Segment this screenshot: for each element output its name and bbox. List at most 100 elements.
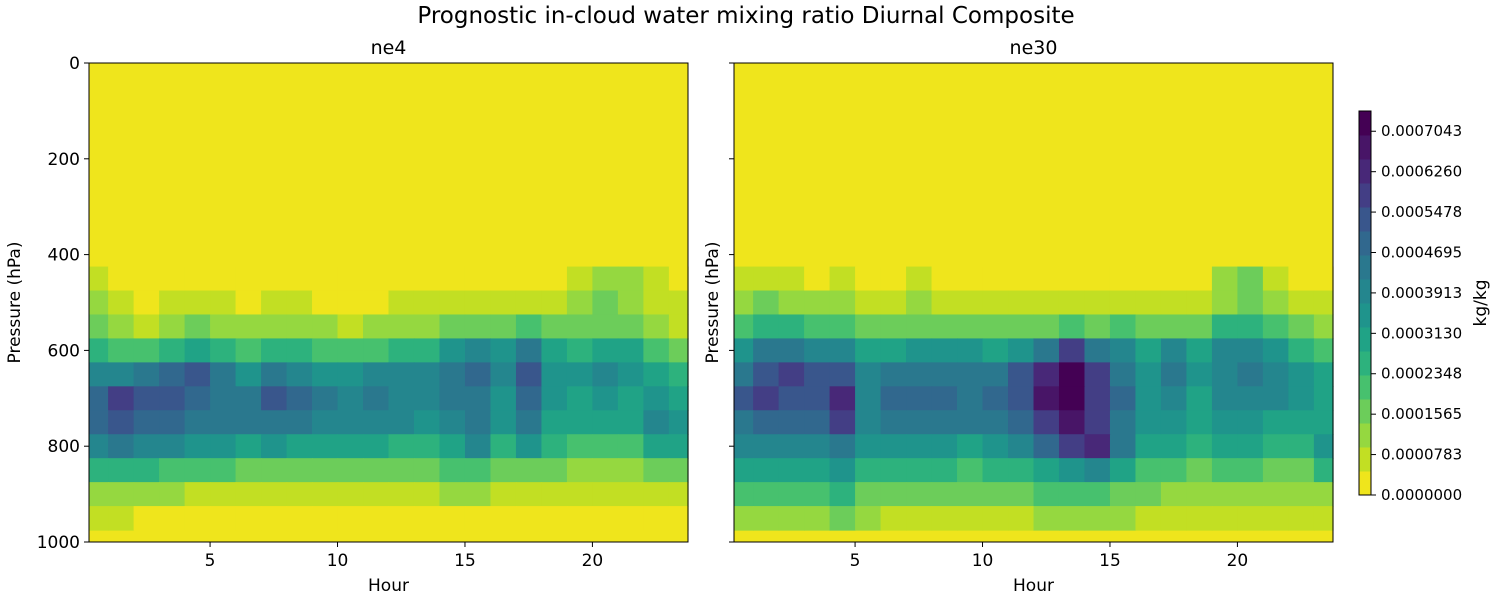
heatmap-cell [1160,410,1188,435]
heatmap-cell [1033,386,1060,411]
heatmap-cell [592,434,619,459]
heatmap-cell [931,338,958,363]
heatmap-cell [566,362,594,387]
y-tick-label: 1000 [37,533,80,553]
heatmap-cell [880,506,907,531]
heatmap-cell [1237,290,1264,316]
heatmap-cell [1084,482,1111,507]
heatmap-cell [108,362,135,387]
heatmap-cell [210,410,237,435]
heatmap-cell [1058,434,1086,459]
heatmap-cell [1262,386,1289,411]
x-tick-label: 20 [1227,551,1249,571]
heatmap-cell [566,482,594,507]
heatmap-cell [413,506,441,531]
heatmap-cell [668,314,689,340]
heatmap-cell [1109,266,1137,292]
x-tick-label: 10 [327,551,349,571]
heatmap-cell [337,266,364,292]
heatmap-cell [1288,434,1315,459]
heatmap-cell [210,266,237,292]
heatmap-cell [982,314,1009,340]
heatmap-cell [829,338,856,363]
heatmap-cell [515,338,543,363]
colorbar-level [1359,135,1371,160]
heatmap-cell [668,290,689,316]
heatmap-cell [617,362,644,387]
heatmap-cell [312,266,339,292]
heatmap-cell [1033,458,1060,483]
heatmap-cell [617,458,644,483]
heatmap-cell [1288,362,1315,387]
heatmap-cell [734,290,754,316]
heatmap-cell [261,338,288,363]
heatmap-cell [1160,362,1188,387]
heatmap-cell [643,290,670,316]
heatmap-cell [617,314,644,340]
heatmap-cell [159,434,186,459]
colorbar-level [1359,279,1371,304]
heatmap-cell [490,314,517,340]
heatmap-cell [388,338,415,363]
y-tick-label: 400 [48,246,80,266]
heatmap-cell [1135,362,1162,387]
heatmap-cell [1109,482,1137,507]
heatmap-cell [982,362,1009,387]
heatmap-cell [1186,386,1213,411]
heatmap-cell [931,410,958,435]
y-axis-label: Pressure (hPa) [703,242,723,364]
heatmap-cell [855,266,882,292]
heatmap-cell [108,338,135,363]
heatmap-cell [982,386,1009,411]
heatmap-cell [89,506,109,531]
colorbar-level [1359,423,1371,448]
heatmap-cell [880,482,907,507]
heatmap-cell [566,290,594,316]
heatmap-cell [668,338,689,363]
heatmap-cell [235,338,262,363]
y-tick-label: 800 [48,437,80,457]
heatmap-cell [778,314,805,340]
heatmap-cell [1135,410,1162,435]
heatmap-cell [363,482,390,507]
heatmap-cell [957,362,984,387]
heatmap-cell [286,362,313,387]
heatmap-cell [1160,386,1188,411]
x-tick-label: 15 [454,551,476,571]
heatmap-cell [133,338,160,363]
heatmap-cell [1008,338,1035,363]
heatmap-cell [363,362,390,387]
heatmap-cell [1058,290,1086,316]
heatmap-cell [1109,434,1137,459]
heatmap-cell [1008,362,1035,387]
heatmap-cell [1160,266,1188,292]
heatmap-cell [855,386,882,411]
heatmap-cell [210,338,237,363]
heatmap-cell [1008,266,1035,292]
heatmap-cell [1160,506,1188,531]
heatmap-cell [286,434,313,459]
heatmap-cell [388,458,415,483]
heatmap-cell [515,362,543,387]
heatmap-cell [668,506,689,531]
heatmap-cell [261,506,288,531]
heatmap-cell [541,506,568,531]
heatmap-cell [312,434,339,459]
heatmap-cell [778,410,805,435]
heatmap-cell [957,314,984,340]
heatmap-cell [210,314,237,340]
heatmap-cell [1211,458,1239,483]
heatmap-cell [286,482,313,507]
heatmap-cell [566,434,594,459]
heatmap-cell [89,434,109,459]
heatmap-cell [388,314,415,340]
heatmap-cell [592,338,619,363]
heatmap-cell [1237,362,1264,387]
heatmap-cell [159,290,186,316]
heatmap-cell [439,266,466,292]
heatmap-cell [108,434,135,459]
heatmap-cell [734,434,754,459]
heatmap-cell [312,482,339,507]
heatmap-cell [1135,314,1162,340]
heatmap-cell [1186,410,1213,435]
